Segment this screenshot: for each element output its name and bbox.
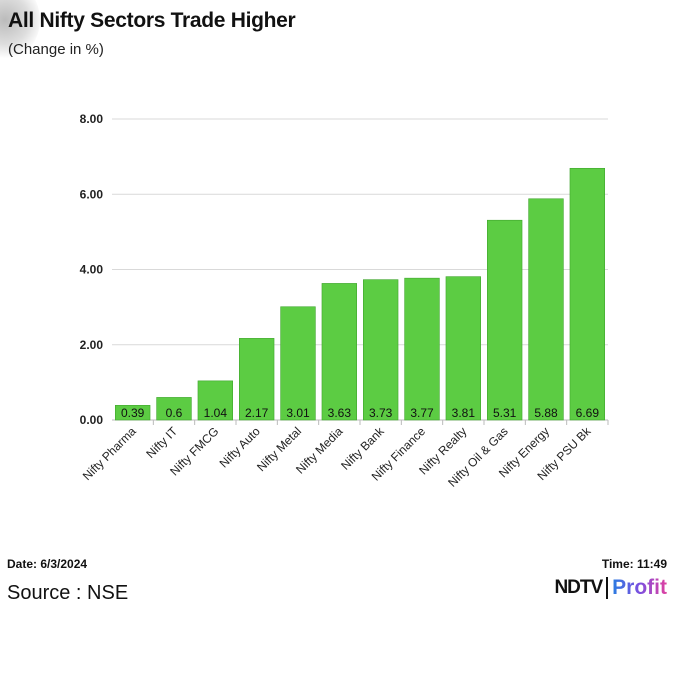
data-label: 3.73 bbox=[369, 406, 393, 420]
logo-ndtv: NDTV bbox=[554, 577, 603, 598]
y-tick-label: 8.00 bbox=[80, 112, 104, 126]
data-label: 0.39 bbox=[121, 406, 145, 420]
bar bbox=[321, 283, 357, 421]
y-tick-label: 6.00 bbox=[80, 187, 104, 201]
bar bbox=[487, 219, 523, 421]
bar bbox=[363, 279, 399, 421]
data-label: 5.88 bbox=[534, 406, 558, 420]
bar bbox=[156, 397, 192, 421]
time-label: Time: 11:49 bbox=[601, 557, 667, 571]
bar bbox=[115, 405, 151, 421]
data-label: 3.81 bbox=[452, 406, 476, 420]
data-label: 3.01 bbox=[286, 406, 310, 420]
data-label: 3.63 bbox=[328, 406, 352, 420]
bar bbox=[239, 338, 275, 421]
chart-title: All Nifty Sectors Trade Higher bbox=[8, 9, 296, 32]
ndtv-profit-logo: NDTV Profit bbox=[554, 576, 667, 600]
y-tick-label: 0.00 bbox=[80, 413, 104, 427]
y-tick-label: 2.00 bbox=[80, 338, 104, 352]
bar bbox=[197, 380, 233, 421]
bar bbox=[404, 277, 440, 421]
chart-subtitle: (Change in %) bbox=[8, 41, 104, 58]
data-label: 5.31 bbox=[493, 406, 517, 420]
data-label: 2.17 bbox=[245, 406, 269, 420]
y-tick-label: 4.00 bbox=[80, 263, 104, 277]
bar-chart: 0.00 2.00 4.00 6.00 8.00 0.39 Nifty Pharma 0.6 N… bbox=[80, 112, 609, 490]
bar bbox=[445, 276, 481, 421]
date-label: Date: 6/3/2024 bbox=[7, 557, 88, 571]
logo-divider bbox=[606, 577, 609, 599]
bar bbox=[280, 306, 316, 421]
bar bbox=[528, 198, 564, 421]
source-label: Source : NSE bbox=[7, 582, 129, 604]
bar bbox=[569, 167, 605, 421]
data-label: 6.69 bbox=[576, 406, 600, 420]
x-tick-label: Nifty Pharma bbox=[80, 424, 139, 483]
data-label: 0.6 bbox=[166, 406, 183, 420]
data-label: 1.04 bbox=[204, 406, 228, 420]
data-label: 3.77 bbox=[410, 406, 434, 420]
logo-profit: Profit bbox=[612, 576, 667, 599]
x-tick-label: Nifty IT bbox=[143, 424, 180, 461]
